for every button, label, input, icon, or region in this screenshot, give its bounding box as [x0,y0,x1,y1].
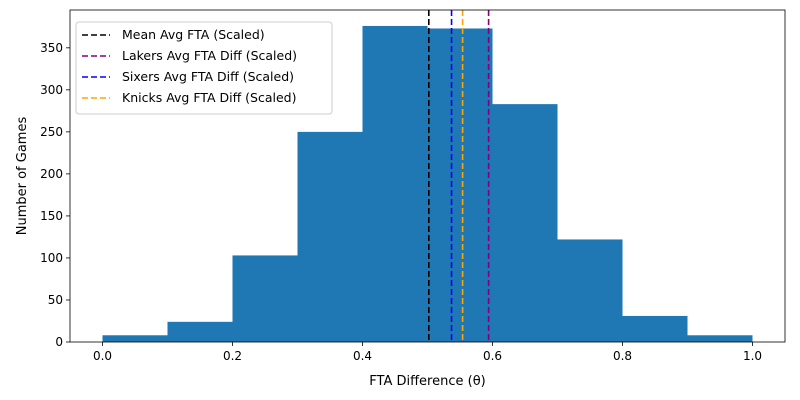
y-tick-label-2: 100 [40,251,63,265]
x-axis-ticks: 0.0 0.2 0.4 0.6 0.8 1.0 [93,342,762,363]
legend: Mean Avg FTA (Scaled) Lakers Avg FTA Diff… [75,21,333,115]
y-tick-label-6: 300 [40,83,63,97]
x-tick-label-1: 0.2 [223,349,242,363]
legend-box [75,21,333,115]
histogram-bar-2 [232,255,298,342]
x-tick-label-4: 0.8 [613,349,632,363]
x-axis-label: FTA Difference (θ) [369,374,485,389]
reference-lines [427,10,490,342]
histogram-bars [102,25,753,343]
x-tick-label-0: 0.0 [93,349,112,363]
histogram-bar-9 [687,335,753,342]
legend-label-0: Mean Avg FTA (Scaled) [122,27,265,42]
y-tick-label-7: 350 [40,41,63,55]
y-axis-ticks: 0 50 100 150 200 250 300 350 [40,41,70,349]
y-tick-label-1: 50 [48,293,63,307]
histogram-bar-7 [557,239,623,342]
histogram-bar-5 [427,28,493,342]
histogram-bar-4 [362,25,428,343]
plot-frame [69,9,786,343]
x-tick-label-2: 0.4 [353,349,372,363]
y-axis-label: Number of Games [15,117,30,236]
histogram-bar-3 [297,131,363,342]
histogram-bar-6 [492,104,558,342]
y-tick-label-5: 250 [40,125,63,139]
legend-label-3: Knicks Avg FTA Diff (Scaled) [122,90,296,105]
histogram-bar-1 [167,321,233,342]
x-tick-label-5: 1.0 [743,349,762,363]
x-tick-label-3: 0.6 [483,349,502,363]
legend-label-2: Sixers Avg FTA Diff (Scaled) [122,69,294,84]
histogram-bar-0 [102,335,168,342]
legend-items: Mean Avg FTA (Scaled) Lakers Avg FTA Diff… [82,27,297,105]
y-tick-label-3: 150 [40,209,63,223]
y-tick-label-0: 0 [55,335,63,349]
histogram-bar-8 [622,315,688,342]
legend-label-1: Lakers Avg FTA Diff (Scaled) [122,48,297,63]
y-tick-label-4: 200 [40,167,63,181]
